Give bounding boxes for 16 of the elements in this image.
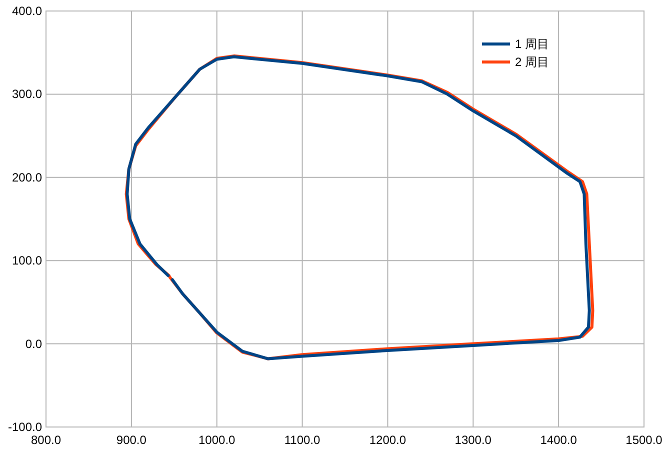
x-tick-label: 900.0: [116, 433, 147, 447]
y-tick-label: 100.0: [12, 254, 42, 268]
x-tick-label: 1500.0: [626, 433, 663, 447]
y-tick-label: -100.0: [8, 420, 42, 434]
x-tick-label: 1100.0: [284, 433, 321, 447]
x-tick-label: 800.0: [30, 433, 62, 447]
y-tick-label: 300.0: [12, 87, 42, 102]
x-tick-label: 1400.0: [540, 433, 578, 447]
y-tick-label: 400.0: [12, 4, 42, 18]
y-tick-label: 0.0: [25, 336, 42, 351]
y-tick-label: 200.0: [12, 170, 42, 184]
legend-label: 1 周目: [515, 37, 550, 51]
legend-label: 2 周目: [515, 55, 550, 69]
x-tick-label: 1300.0: [454, 433, 492, 447]
x-tick-label: 1000.0: [198, 433, 236, 447]
x-tick-label: 1200.0: [369, 433, 406, 447]
